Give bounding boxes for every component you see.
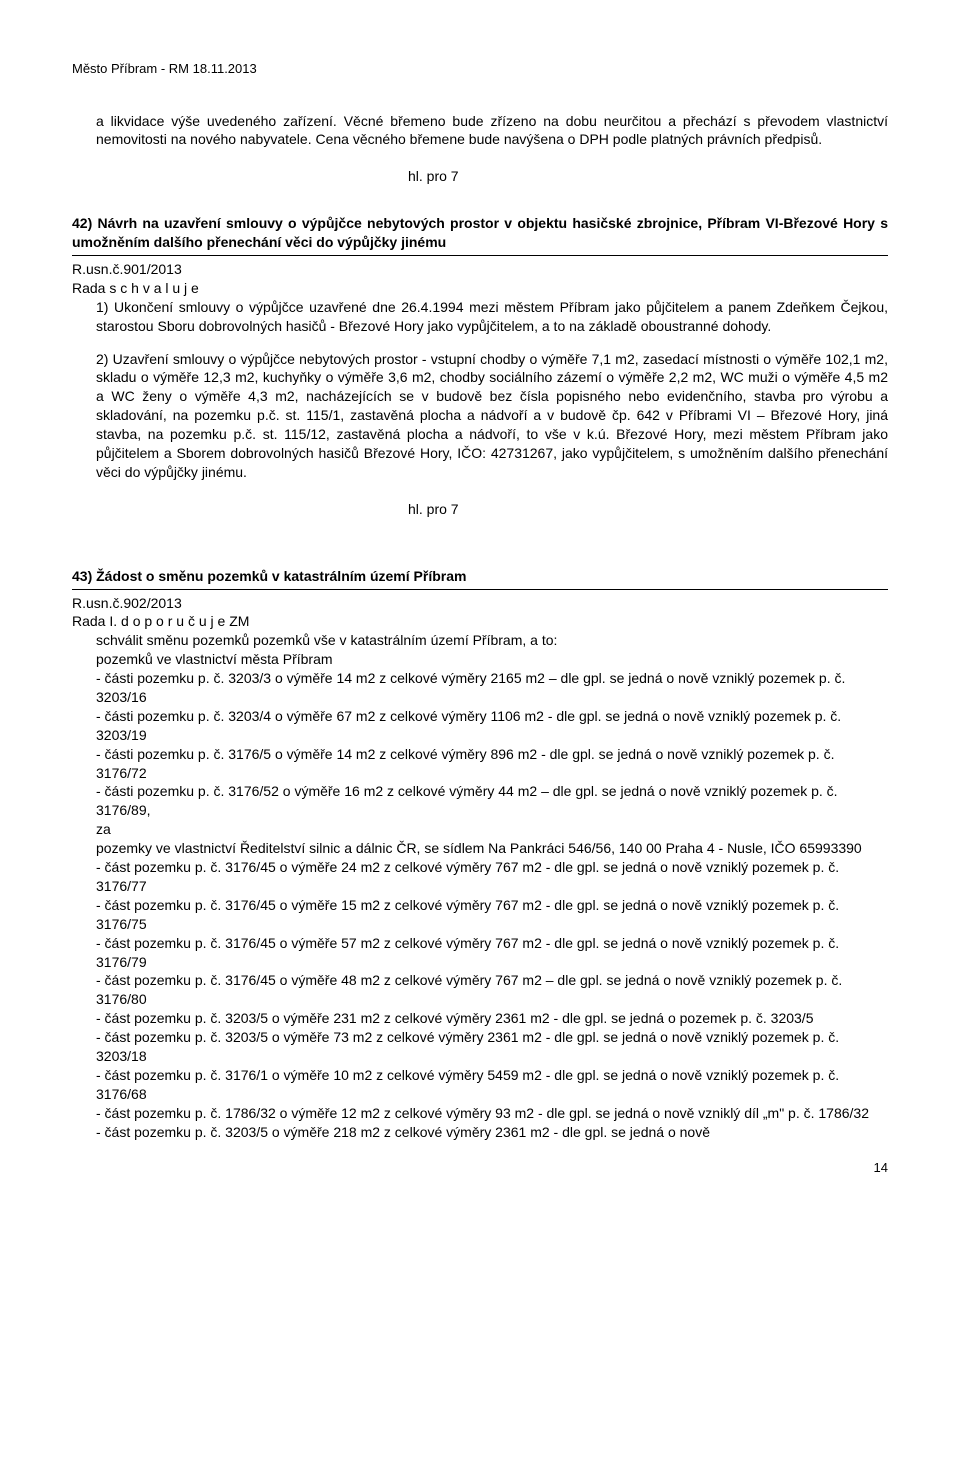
parcel-line-1: - části pozemku p. č. 3203/3 o výměře 14… — [96, 669, 888, 707]
za-label: za — [96, 820, 888, 839]
parcel-line-5: - část pozemku p. č. 3176/45 o výměře 24… — [96, 858, 888, 896]
section-43-ref: R.usn.č.902/2013 — [72, 594, 888, 613]
page-number: 14 — [72, 1159, 888, 1177]
section-42-item-1: 1) Ukončení smlouvy o výpůjčce uzavřené … — [96, 298, 888, 336]
parcel-line-11: - část pozemku p. č. 3176/1 o výměře 10 … — [96, 1066, 888, 1104]
paragraph-liquidation: a likvidace výše uvedeného zařízení. Věc… — [96, 112, 888, 150]
divider-2 — [72, 588, 888, 590]
section-42-ref: R.usn.č.901/2013 — [72, 260, 888, 279]
spacer — [72, 336, 888, 350]
parcel-line-7: - část pozemku p. č. 3176/45 o výměře 57… — [96, 934, 888, 972]
parcel-line-13: - část pozemku p. č. 3203/5 o výměře 218… — [96, 1123, 888, 1142]
parcel-line-10: - část pozemku p. č. 3203/5 o výměře 73 … — [96, 1028, 888, 1066]
section-43-intro-2: pozemků ve vlastnictví města Příbram — [96, 650, 888, 669]
vote-result-1: hl. pro 7 — [408, 167, 888, 186]
section-43-title: 43) Žádost o směnu pozemků v katastrální… — [72, 567, 888, 586]
section-43-rada: Rada I. d o p o r u č u j e ZM — [72, 612, 888, 631]
section-42-item-2: 2) Uzavření smlouvy o výpůjčce nebytovýc… — [96, 350, 888, 482]
vote-result-2: hl. pro 7 — [408, 500, 888, 519]
page-header: Město Příbram - RM 18.11.2013 — [72, 60, 888, 78]
parcel-line-12: - část pozemku p. č. 1786/32 o výměře 12… — [96, 1104, 888, 1123]
parcel-line-9: - část pozemku p. č. 3203/5 o výměře 231… — [96, 1009, 888, 1028]
spacer — [72, 547, 888, 567]
parcel-line-4: - části pozemku p. č. 3176/52 o výměře 1… — [96, 782, 888, 820]
parcel-line-3: - části pozemku p. č. 3176/5 o výměře 14… — [96, 745, 888, 783]
section-43-intro-3: pozemky ve vlastnictví Ředitelství silni… — [96, 839, 888, 858]
parcel-line-2: - části pozemku p. č. 3203/4 o výměře 67… — [96, 707, 888, 745]
divider-1 — [72, 254, 888, 256]
parcel-line-8: - část pozemku p. č. 3176/45 o výměře 48… — [96, 971, 888, 1009]
section-42-rada: Rada s c h v a l u j e — [72, 279, 888, 298]
parcel-line-6: - část pozemku p. č. 3176/45 o výměře 15… — [96, 896, 888, 934]
section-42-title: 42) Návrh na uzavření smlouvy o výpůjčce… — [72, 214, 888, 252]
section-43-intro-1: schválit směnu pozemků pozemků vše v kat… — [96, 631, 888, 650]
